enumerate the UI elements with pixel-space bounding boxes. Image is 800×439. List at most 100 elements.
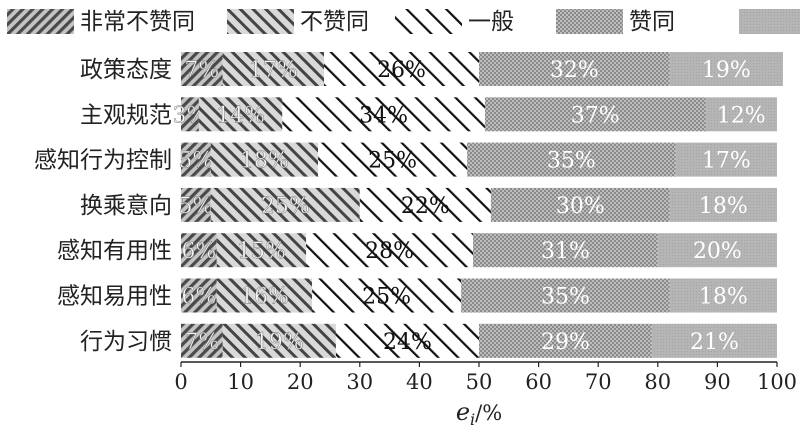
data-label: 20% [693,239,742,264]
x-axis: 0 10 20 30 40 50 60 70 80 90 100 [174,361,797,394]
bar-segment [484,97,706,132]
data-label: 12% [717,103,766,128]
x-tick-label: 70 [585,370,612,394]
data-label: 29% [541,330,590,355]
data-label: 25% [362,285,411,310]
bar-segment [222,323,336,358]
bar-segment [216,278,313,313]
data-label: 7% [184,58,219,83]
bar-segment [335,323,479,358]
x-axis-title-sub: i [470,410,475,429]
x-tick-label: 20 [287,370,314,394]
legend-item: 非常不赞同 [7,9,195,35]
data-label: 15% [237,239,286,264]
data-label: 31% [541,239,590,264]
data-label: 17% [249,58,298,83]
bar-segment [181,233,217,268]
bar-segment [181,142,211,177]
bar-segment [198,97,283,132]
legend-swatch [739,9,800,34]
bar-segment [479,323,652,358]
data-label: 18% [699,285,748,310]
x-tick-label: 10 [227,370,254,394]
data-label: 18% [699,194,748,219]
bar-segment [312,278,462,313]
category-label: 换乘意向 [80,193,172,219]
bar-segment [282,97,485,132]
plot-area: 政策态度 7% 17% 26% 32% 19% 主观规范 3% 14% 34% 37% 12% 感知行为… [34,52,783,358]
data-label: 19% [255,330,304,355]
legend: 非常不赞同 不赞同 一般 赞同 非常赞同 [7,9,800,35]
data-label: 6% [181,239,216,264]
x-axis-title-unit: /% [475,401,502,425]
legend-item: 非常赞同 [739,9,800,34]
legend-label: 赞同 [629,9,675,35]
bar-row: 行为习惯 7% 19% 24% 29% 21% [80,323,777,358]
bar-segment [461,278,670,313]
data-label: 5% [178,194,213,219]
bar-segment [657,233,777,268]
bar-segment [675,142,777,177]
bar-segment [181,278,217,313]
data-label: 32% [550,58,599,83]
category-label: 主观规范 [80,102,172,128]
x-tick-label: 30 [346,370,373,394]
data-label: 30% [556,194,605,219]
bar-segment [216,233,307,268]
bar-segment [705,97,777,132]
data-label: 21% [690,330,739,355]
legend-label: 一般 [468,9,514,35]
data-label: 7% [184,330,219,355]
category-label: 感知有用性 [57,238,172,264]
data-label: 19% [702,58,751,83]
bar-segment [359,187,491,222]
data-label: 5% [178,149,213,174]
data-label: 26% [377,58,426,83]
x-tick-label: 80 [644,370,671,394]
bar-segment [479,52,670,86]
bar-segment [181,97,199,132]
bar-segment [669,278,777,313]
x-axis-title-main: e [456,398,470,426]
x-tick-label: 50 [466,370,493,394]
legend-swatch [395,9,462,34]
x-tick-label: 90 [704,370,731,394]
category-label: 政策态度 [80,57,172,83]
data-label: 16% [240,285,289,310]
bar-segment [306,233,474,268]
bar-row: 换乘意向 5% 25% 22% 30% 18% [80,187,777,222]
legend-item: 一般 [395,9,514,35]
data-label: 34% [359,103,408,128]
data-label: 22% [401,194,450,219]
bar-segment [669,187,777,222]
legend-label: 非常不赞同 [80,9,195,35]
bar-row: 主观规范 3% 14% 34% 37% 12% [80,97,777,132]
category-label: 行为习惯 [80,329,172,355]
data-label: 25% [368,149,417,174]
x-tick-label: 40 [406,370,433,394]
data-label: 25% [261,194,310,219]
data-label: 28% [365,239,414,264]
category-label: 感知行为控制 [34,148,172,174]
x-tick-label: 100 [757,370,797,394]
legend-swatch [556,9,623,34]
legend-swatch [7,9,74,34]
category-label: 感知易用性 [57,284,172,310]
legend-label: 不赞同 [300,9,369,35]
bar-segment [467,142,676,177]
bar-segment [181,52,223,86]
legend-item: 不赞同 [227,9,369,35]
bar-segment [490,187,670,222]
bar-segment [222,52,325,86]
data-label: 6% [181,285,216,310]
data-label: 35% [547,149,596,174]
data-label: 35% [541,285,590,310]
data-label: 18% [240,149,289,174]
bar-segment [181,323,223,358]
bar-segment [473,233,658,268]
data-label: 17% [702,149,751,174]
bar-row: 感知有用性 6% 15% 28% 31% 20% [57,233,777,268]
legend-item: 赞同 [556,9,675,35]
x-axis-title: ei/% [456,398,502,429]
